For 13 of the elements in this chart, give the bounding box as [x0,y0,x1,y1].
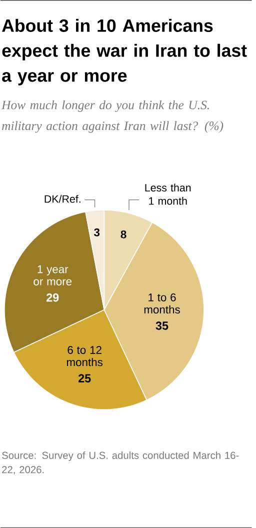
data-label: 25 [78,374,91,382]
slice-label: 1 year or more [34,265,72,286]
slice-label: Less than 1 month [145,184,191,205]
slice-label: 1 to 6 months [144,293,180,314]
source-note: Source: Survey of U.S. adults conducted March 16-22, 2026. [2,451,239,474]
slice-label: DK/Ref. [44,194,80,203]
data-label: 29 [46,293,59,302]
chart-title: About 3 in 10 Americans expect the war in Iran to last a year or more [2,18,247,86]
data-label: 3 [94,228,100,236]
chart-subtitle: How much longer do you think the U.S. military action against Iran will last? (%) [1,100,224,133]
data-label: 8 [120,230,126,238]
data-label: 35 [156,322,168,330]
slice-label: 6 to 12 months [66,346,103,366]
